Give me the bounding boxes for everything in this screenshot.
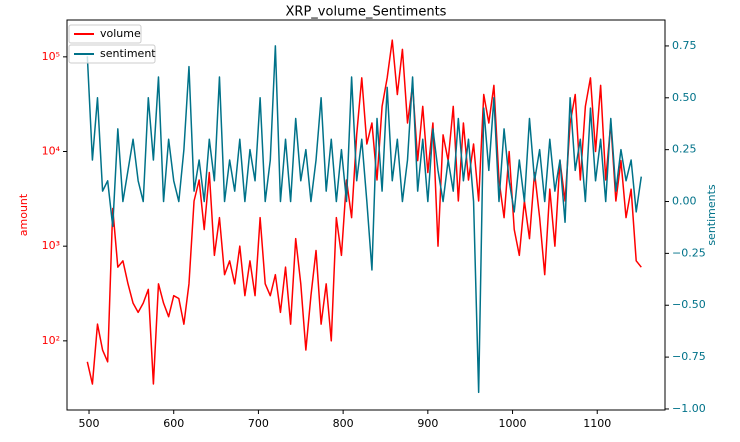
y2-axis-label: sentiments xyxy=(705,184,718,246)
y-tick-label: 10⁴ xyxy=(42,145,61,158)
y-axis-label: amount xyxy=(17,193,30,236)
x-tick-label: 500 xyxy=(79,417,100,430)
chart-title: XRP_volume_Sentiments xyxy=(286,5,447,20)
legend-label: sentiment xyxy=(100,47,156,60)
y2-tick-label: −0.50 xyxy=(672,298,706,311)
y-tick-label: 10³ xyxy=(42,239,60,252)
x-tick-label: 700 xyxy=(248,417,269,430)
y2-tick-label: −0.75 xyxy=(672,350,706,363)
y-tick-label: 10⁵ xyxy=(42,50,60,63)
y2-tick-label: −1.00 xyxy=(672,402,706,415)
x-tick-label: 600 xyxy=(163,417,184,430)
y2-tick-label: 0.75 xyxy=(672,39,697,52)
x-tick-label: 1100 xyxy=(583,417,611,430)
y2-tick-label: 0.50 xyxy=(672,91,697,104)
legend-box xyxy=(68,44,156,64)
legend-box xyxy=(68,24,142,44)
x-tick-label: 800 xyxy=(333,417,354,430)
plot-frame xyxy=(66,19,666,411)
x-tick-label: 900 xyxy=(417,417,438,430)
series-line xyxy=(86,39,642,385)
y2-tick-label: 0.00 xyxy=(672,195,697,208)
y2-tick-label: 0.25 xyxy=(672,143,697,156)
series-line xyxy=(86,45,643,394)
y-tick-label: 10² xyxy=(42,334,60,347)
x-tick-label: 1000 xyxy=(499,417,527,430)
y2-tick-label: −0.25 xyxy=(672,246,706,259)
legend-label: volume xyxy=(100,27,141,40)
